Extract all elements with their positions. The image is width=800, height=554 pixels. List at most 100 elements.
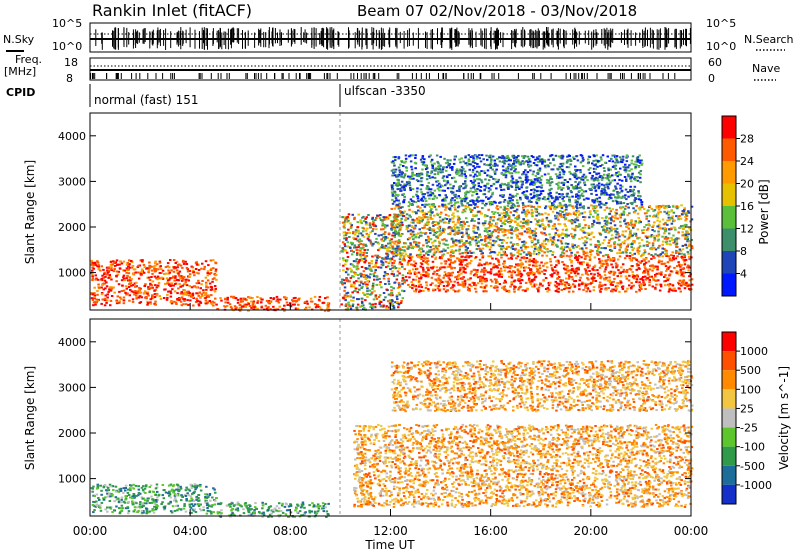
heatmap-cell	[606, 155, 609, 158]
heatmap-cell	[412, 238, 415, 241]
heatmap-cell	[482, 224, 485, 227]
heatmap-cell	[349, 295, 352, 298]
heatmap-cell	[607, 287, 610, 289]
heatmap-cell	[569, 219, 572, 222]
heatmap-cell	[615, 233, 618, 236]
heatmap-cell	[666, 261, 670, 264]
heatmap-cell	[152, 296, 155, 299]
heatmap-cell	[389, 259, 392, 262]
heatmap-cell	[209, 269, 213, 271]
heatmap-cell	[553, 256, 557, 259]
heatmap-cell	[612, 220, 615, 223]
heatmap-cell	[360, 258, 364, 261]
heatmap-cell	[519, 282, 522, 285]
heatmap-cell	[664, 241, 668, 244]
heatmap-cell	[428, 205, 432, 208]
heatmap-cell	[665, 253, 669, 256]
heatmap-cell	[442, 253, 446, 256]
heatmap-cell	[516, 269, 520, 272]
heatmap-cell	[504, 288, 507, 291]
heatmap-cell	[392, 228, 396, 231]
heatmap-cell	[669, 217, 672, 220]
heatmap-cell	[401, 206, 404, 209]
heatmap-cell	[424, 286, 428, 289]
heatmap-cell	[563, 281, 567, 284]
heatmap-cell	[226, 301, 230, 304]
heatmap-cell	[551, 202, 554, 205]
heatmap-cell	[600, 287, 603, 290]
heatmap-cell	[397, 242, 401, 245]
heatmap-cell	[592, 205, 595, 208]
heatmap-cell	[124, 285, 128, 288]
heatmap-cell	[135, 285, 138, 288]
heatmap-cell	[131, 284, 135, 287]
heatmap-cell	[381, 257, 384, 260]
heatmap-cell	[232, 295, 236, 298]
heatmap-cell	[147, 287, 150, 290]
heatmap-cell	[533, 278, 536, 281]
heatmap-cell	[666, 268, 669, 271]
heatmap-cell	[639, 278, 642, 281]
heatmap-cell	[366, 227, 369, 230]
heatmap-cell	[116, 295, 119, 298]
heatmap-cell	[313, 295, 317, 298]
heatmap-cell	[472, 274, 476, 277]
heatmap-cell	[416, 255, 420, 258]
heatmap-cell	[615, 212, 618, 215]
heatmap-cell	[587, 233, 591, 236]
heatmap-cell	[391, 252, 394, 255]
heatmap-cell	[667, 204, 670, 207]
heatmap-cell	[639, 206, 642, 209]
heatmap-cell	[350, 285, 353, 288]
heatmap-cell	[555, 285, 558, 288]
heatmap-cell	[589, 238, 592, 241]
heatmap-cell	[366, 293, 370, 296]
heatmap-cell	[434, 220, 437, 223]
heatmap-cell	[463, 221, 466, 224]
heatmap-cell	[412, 221, 415, 224]
heatmap-cell	[466, 288, 470, 291]
heatmap-cell	[648, 224, 651, 227]
heatmap-cell	[374, 241, 378, 243]
heatmap-cell	[512, 210, 516, 213]
heatmap-cell	[585, 251, 589, 254]
heatmap-cell	[677, 251, 680, 254]
heatmap-cell	[563, 209, 566, 212]
heatmap-cell	[247, 296, 250, 299]
heatmap-cell	[96, 260, 99, 263]
heatmap-cell	[91, 293, 95, 296]
heatmap-cell	[420, 220, 424, 223]
heatmap-cell	[395, 295, 399, 298]
heatmap-cell	[450, 274, 453, 277]
heatmap-cell	[503, 209, 506, 211]
heatmap-cell	[247, 309, 250, 312]
heatmap-cell	[113, 261, 116, 264]
heatmap-cell	[613, 224, 617, 227]
heatmap-cell	[630, 220, 633, 223]
heatmap-cell	[204, 260, 208, 263]
heatmap-cell	[603, 219, 607, 222]
heatmap-cell	[547, 220, 551, 223]
heatmap-cell	[523, 269, 526, 272]
heatmap-cell	[663, 248, 666, 250]
heatmap-cell	[346, 280, 349, 283]
heatmap-cell	[589, 243, 593, 246]
heatmap-cell	[571, 278, 574, 281]
heatmap-cell	[504, 233, 507, 236]
heatmap-cell	[673, 219, 676, 222]
heatmap-cell	[151, 286, 154, 289]
heatmap-cell	[579, 212, 582, 215]
heatmap-cell	[375, 237, 378, 240]
heatmap-cell	[357, 232, 361, 235]
heatmap-cell	[501, 230, 504, 233]
heatmap-cell	[387, 232, 391, 235]
heatmap-cell	[613, 271, 617, 274]
heatmap-cell	[489, 278, 493, 281]
heatmap-cell	[169, 259, 172, 261]
heatmap-cell	[410, 225, 414, 228]
heatmap-cell	[483, 230, 487, 233]
heatmap-cell	[489, 218, 492, 221]
heatmap-cell	[353, 216, 356, 219]
heatmap-cell	[391, 234, 394, 237]
heatmap-cell	[120, 262, 124, 265]
